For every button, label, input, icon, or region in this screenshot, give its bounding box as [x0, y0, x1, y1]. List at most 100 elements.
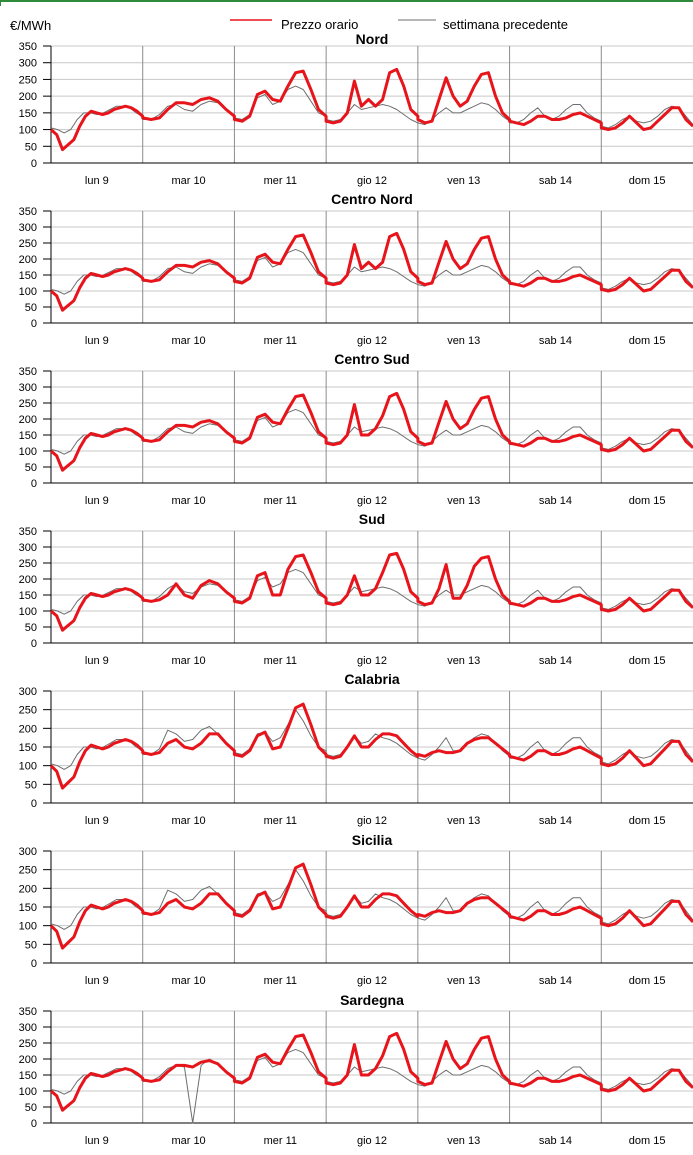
y-tick-label: 150 — [19, 430, 37, 442]
chart-title: Sardegna — [340, 992, 404, 1008]
x-tick-label: ven 13 — [447, 175, 480, 187]
x-tick-label: dom 15 — [629, 815, 666, 827]
series-line-current — [50, 551, 693, 632]
x-tick-label: gio 12 — [357, 655, 387, 667]
x-tick-label: mer 11 — [264, 335, 297, 347]
y-tick-label: 200 — [19, 723, 37, 735]
y-tick-label: 50 — [25, 622, 37, 634]
series-line-current — [49, 702, 693, 790]
x-tick-label: mar 10 — [171, 175, 205, 187]
x-tick-label: mar 10 — [171, 655, 205, 667]
y-tick-label: 150 — [19, 590, 37, 602]
y-tick-label: 250 — [19, 1038, 37, 1050]
x-tick-label: sab 14 — [539, 1135, 572, 1147]
x-tick-label: sab 14 — [539, 975, 572, 987]
y-tick-label: 300 — [19, 686, 37, 698]
x-tick-label: dom 15 — [629, 655, 666, 667]
series-line-current — [50, 231, 693, 312]
x-tick-label: mer 11 — [264, 495, 297, 507]
series-line-previous — [50, 85, 693, 134]
x-tick-label: lun 9 — [85, 335, 109, 347]
x-tick-label: ven 13 — [447, 335, 480, 347]
x-tick-label: mar 10 — [171, 975, 205, 987]
chart-panel: 0 50 100 150 200 250 300 350 lun 9 mar 10 mer 11 gi… — [19, 191, 693, 347]
chart-title: Calabria — [344, 671, 399, 687]
y-tick-label: 100 — [19, 125, 37, 137]
x-tick-label: mar 10 — [171, 815, 205, 827]
chart-title: Centro Sud — [334, 351, 409, 367]
y-tick-label: 250 — [19, 74, 37, 86]
y-tick-label: 150 — [19, 742, 37, 754]
y-tick-label: 150 — [19, 270, 37, 282]
y-tick-label: 200 — [19, 574, 37, 586]
y-tick-label: 50 — [25, 939, 37, 951]
chart-panel: 0 50 100 150 200 250 300 350 lun 9 mar 10 mer 11 gi… — [19, 511, 693, 667]
legend: Prezzo orario settimana precedente — [230, 17, 568, 32]
y-tick-label: 0 — [31, 638, 37, 650]
x-tick-label: mar 10 — [171, 1135, 205, 1147]
series-line-current — [50, 67, 693, 152]
y-tick-label: 300 — [19, 382, 37, 394]
series-line-previous — [50, 248, 693, 295]
y-tick-label: 300 — [19, 58, 37, 70]
chart-title: Sud — [359, 511, 385, 527]
x-tick-label: mer 11 — [264, 815, 297, 827]
x-tick-label: gio 12 — [357, 495, 387, 507]
x-tick-label: sab 14 — [539, 815, 572, 827]
x-tick-label: dom 15 — [629, 175, 666, 187]
y-tick-label: 150 — [19, 902, 37, 914]
x-tick-label: gio 12 — [357, 815, 387, 827]
chart-panels: 0 50 100 150 200 250 300 350 lun 9 mar 10 mer 11 gi… — [19, 31, 693, 1147]
y-tick-label: 50 — [25, 462, 37, 474]
x-tick-label: dom 15 — [629, 335, 666, 347]
series-line-previous — [50, 869, 693, 930]
x-tick-label: gio 12 — [357, 335, 387, 347]
x-tick-label: ven 13 — [447, 1135, 480, 1147]
y-tick-label: 300 — [19, 846, 37, 858]
y-tick-label: 0 — [31, 478, 37, 490]
x-tick-label: gio 12 — [357, 975, 387, 987]
x-tick-label: sab 14 — [539, 335, 572, 347]
x-tick-label: ven 13 — [447, 655, 480, 667]
y-tick-label: 100 — [19, 1086, 37, 1098]
legend-previous-label: settimana precedente — [443, 17, 568, 32]
y-tick-label: 350 — [19, 526, 37, 538]
y-tick-label: 200 — [19, 1054, 37, 1066]
y-tick-label: 350 — [19, 41, 37, 53]
y-tick-label: 100 — [19, 286, 37, 298]
chart-panel: 0 50 100 150 200 250 300 lun 9 mar 10 mer 11 gio 1… — [19, 671, 693, 827]
x-tick-label: lun 9 — [85, 655, 109, 667]
chart-title: Sicilia — [352, 832, 393, 848]
chart-panel: 0 50 100 150 200 250 300 350 lun 9 mar 10 mer 11 gi… — [19, 992, 693, 1147]
x-tick-label: mer 11 — [264, 655, 297, 667]
series-line-current — [50, 391, 693, 472]
y-tick-label: 350 — [19, 1006, 37, 1018]
y-tick-label: 100 — [19, 921, 37, 933]
x-tick-label: dom 15 — [629, 495, 666, 507]
y-tick-label: 350 — [19, 206, 37, 218]
y-tick-label: 350 — [19, 366, 37, 378]
x-tick-label: mer 11 — [264, 975, 297, 987]
x-tick-label: dom 15 — [629, 1135, 666, 1147]
left-frame-line — [0, 0, 1, 6]
x-tick-label: sab 14 — [539, 495, 572, 507]
x-tick-label: lun 9 — [85, 1135, 109, 1147]
y-tick-label: 250 — [19, 238, 37, 250]
x-tick-label: sab 14 — [539, 175, 572, 187]
y-tick-label: 200 — [19, 883, 37, 895]
x-tick-label: sab 14 — [539, 655, 572, 667]
chart-panel: 0 50 100 150 200 250 300 lun 9 mar 10 mer 11 gio 1… — [19, 832, 693, 987]
y-tick-label: 200 — [19, 254, 37, 266]
y-tick-label: 0 — [31, 1118, 37, 1130]
x-tick-label: lun 9 — [85, 815, 109, 827]
series-line-current — [49, 862, 693, 950]
chart-panel: 0 50 100 150 200 250 300 350 lun 9 mar 10 mer 11 gi… — [19, 351, 693, 507]
y-tick-label: 200 — [19, 414, 37, 426]
x-tick-label: dom 15 — [629, 975, 666, 987]
y-tick-label: 300 — [19, 222, 37, 234]
x-tick-label: mar 10 — [171, 495, 205, 507]
series-line-current — [50, 1031, 693, 1112]
y-tick-label: 300 — [19, 542, 37, 554]
y-tick-label: 0 — [31, 158, 37, 170]
x-tick-label: mer 11 — [264, 175, 297, 187]
